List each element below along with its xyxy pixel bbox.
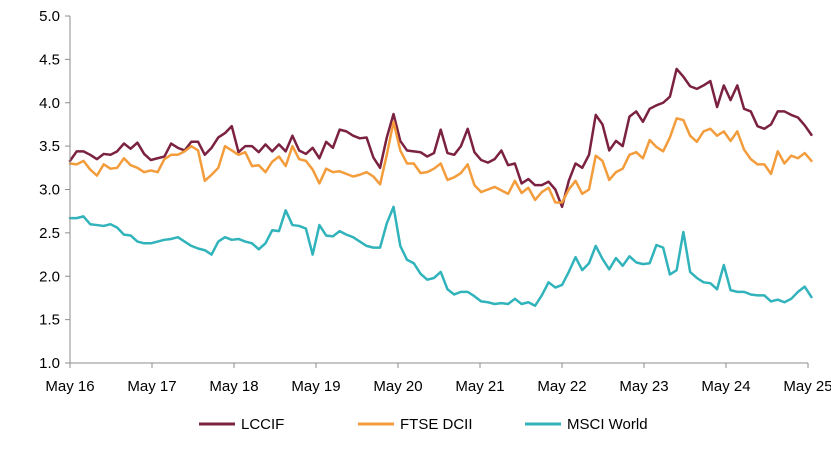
x-tick-label: May 24 bbox=[701, 378, 750, 395]
y-tick-label: 1.5 bbox=[39, 312, 60, 329]
legend-label-msci-world: MSCI World bbox=[567, 416, 648, 433]
legend-label-ftse-dcii: FTSE DCII bbox=[400, 416, 473, 433]
y-tick-label: 2.5 bbox=[39, 225, 60, 242]
x-tick-label: May 18 bbox=[209, 378, 258, 395]
series-line-ftse-dcii bbox=[68, 117, 813, 204]
y-tick-label: 1.0 bbox=[39, 355, 60, 372]
x-tick-label: May 20 bbox=[373, 378, 422, 395]
y-tick-label: 3.5 bbox=[39, 138, 60, 155]
legend-label-lccif: LCCIF bbox=[241, 416, 284, 433]
x-tick-label: May 21 bbox=[455, 378, 504, 395]
y-tick-label: 2.0 bbox=[39, 268, 60, 285]
axis-layer: 1.0 1.5 2.0 2.5 3.0 3.5 4.0 4.5 5.0 May 16 May 17 M… bbox=[39, 8, 831, 395]
legend: LCCIF FTSE DCII MSCI World bbox=[199, 416, 648, 433]
y-tick-label: 4.0 bbox=[39, 95, 60, 112]
x-tick-label: May 22 bbox=[537, 378, 586, 395]
x-tick-label: May 17 bbox=[127, 378, 176, 395]
y-tick-label: 5.0 bbox=[39, 8, 60, 25]
series-layer bbox=[68, 67, 813, 307]
x-tick-label: May 19 bbox=[291, 378, 340, 395]
series-line-msci-world bbox=[68, 205, 813, 307]
series-line-lccif bbox=[68, 67, 813, 209]
x-tick-label: May 23 bbox=[619, 378, 668, 395]
y-tick-label: 4.5 bbox=[39, 51, 60, 68]
x-tick-label: May 25 bbox=[783, 378, 831, 395]
y-tick-label: 3.0 bbox=[39, 182, 60, 199]
x-tick-label: May 16 bbox=[45, 378, 94, 395]
